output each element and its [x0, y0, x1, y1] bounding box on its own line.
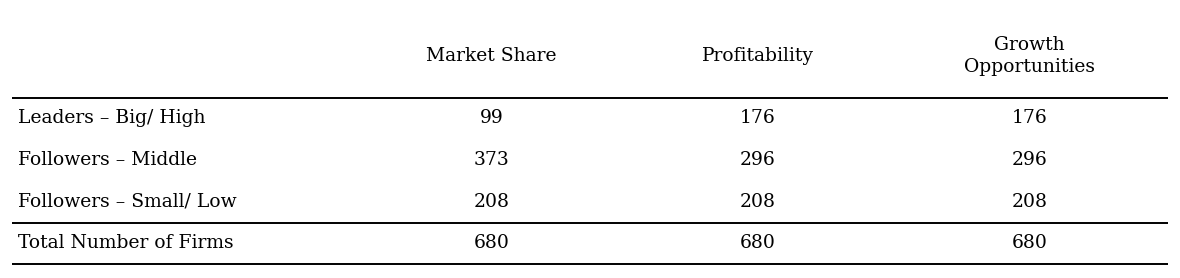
- Text: 208: 208: [740, 193, 775, 211]
- Text: 296: 296: [1011, 151, 1048, 169]
- Text: 373: 373: [474, 151, 510, 169]
- Text: 680: 680: [740, 234, 775, 252]
- Text: Total Number of Firms: Total Number of Firms: [18, 234, 234, 252]
- Text: Profitability: Profitability: [702, 47, 814, 65]
- Text: Followers – Small/ Low: Followers – Small/ Low: [18, 193, 236, 211]
- Text: 99: 99: [480, 110, 504, 128]
- Text: 176: 176: [1011, 110, 1048, 128]
- Text: 680: 680: [473, 234, 510, 252]
- Text: 208: 208: [1011, 193, 1048, 211]
- Text: Followers – Middle: Followers – Middle: [18, 151, 197, 169]
- Text: 680: 680: [1011, 234, 1048, 252]
- Text: Leaders – Big/ High: Leaders – Big/ High: [18, 110, 205, 128]
- Text: 176: 176: [740, 110, 775, 128]
- Text: Growth
Opportunities: Growth Opportunities: [964, 36, 1095, 76]
- Text: Market Share: Market Share: [426, 47, 557, 65]
- Text: 208: 208: [473, 193, 510, 211]
- Text: 296: 296: [740, 151, 775, 169]
